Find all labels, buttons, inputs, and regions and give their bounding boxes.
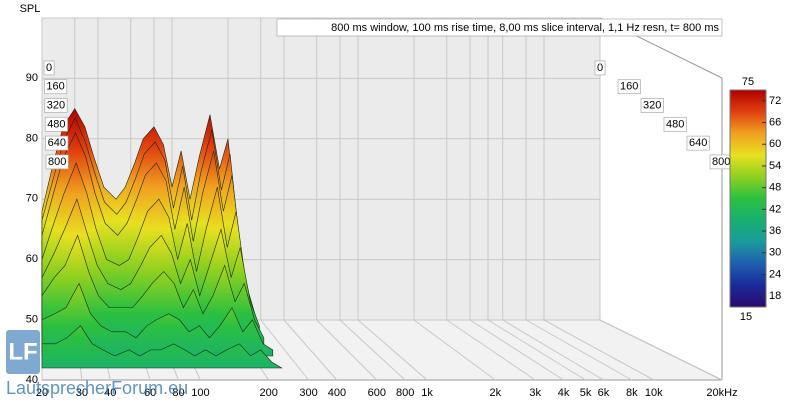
x-tick-label: 4k [558,387,570,399]
x-tick-label: 5k [580,387,592,399]
floor-grid-line [316,319,378,381]
waterfall-slice [41,325,283,369]
y-tick-label: 50 [26,314,38,326]
slice-label: 480 [47,118,65,130]
watermark-logo-box [6,330,40,374]
x-tick-label: 3k [529,387,541,399]
floor-grid-line [469,319,564,381]
x-tick-label: 60 [144,387,156,399]
colorbar-tick-label: 42 [769,203,781,215]
colorbar [729,89,767,308]
colorbar-min-label: 15 [740,311,752,323]
slice-label: 320 [643,100,661,112]
x-tick-label: 400 [328,387,346,399]
slice-label: 480 [666,118,684,130]
chart-title: 800 ms window, 100 ms rise time, 8,00 ms… [331,22,719,34]
slice-label: 0 [597,62,603,74]
x-tick-label: 600 [368,387,386,399]
x-tick-label: 20 [36,387,48,399]
slice-label: 320 [47,100,65,112]
colorbar-tick-label: 60 [769,138,781,150]
colorbar-tick-label: 54 [769,160,781,172]
x-tick-label: 2k [490,387,502,399]
floor-grid-line [543,319,655,381]
colorbar-tick-label: 18 [769,290,781,302]
slice-label: 160 [46,81,64,93]
x-tick-label: 6k [598,387,610,399]
slice-label-box [663,116,687,132]
x-tick-label: 80 [172,387,184,399]
floor-grid-line [487,319,586,381]
floor-grid-line [525,319,633,381]
slice-label: 800 [48,156,66,168]
y-tick-label: 80 [26,132,38,144]
slice-label-box [43,60,55,76]
slice-label: 640 [689,137,707,149]
x-tick-label: 10k [645,387,663,399]
colorbar-tick-label: 30 [769,247,781,259]
slice-label-box [44,116,68,132]
colorbar-tick-label: 66 [769,116,781,128]
slice-label-box [44,79,68,95]
floor-grid-line [502,319,604,381]
slice-label-box [594,60,606,76]
slice-label-box [617,79,641,95]
floor-grid-line [599,319,723,381]
waterfall-slice [41,234,265,345]
x-tick-label: 100 [191,387,209,399]
watermark-logo: LF [8,338,37,365]
x-tick-label: 800 [396,387,414,399]
y-tick-label: 70 [26,193,38,205]
colorbar-tick-label: 36 [769,225,781,237]
y-tick-label: 60 [26,253,38,265]
colorbar-max-label: 75 [742,76,754,88]
colorbar-tick-label: 48 [769,182,781,194]
slice-label: 0 [46,62,52,74]
slice-label-box [45,154,69,170]
floor-grid-line [283,319,338,381]
x-tick-label: 20kHz [706,387,737,399]
y-tick-label: 40 [26,374,38,386]
colorbar-tick-label: 72 [769,95,781,107]
floor-grid-line [446,319,536,381]
floor-grid-line [413,319,496,381]
watermark-text: LautsprecherForum.eu [6,378,188,398]
x-tick-label: 8k [626,387,638,399]
x-tick-label: 300 [299,387,317,399]
waterfall-slice [41,282,274,357]
slice-label-box [640,98,664,113]
slice-label: 160 [620,81,638,93]
x-tick-label: 40 [104,387,116,399]
x-tick-label: 1k [421,387,433,399]
colorbar-tick-label: 24 [769,268,781,280]
y-axis-label: SPL [20,3,41,15]
slice-label: 640 [48,137,66,149]
slice-label-box [44,98,68,113]
floor-grid-line [339,319,406,381]
x-tick-label: 30 [76,387,88,399]
floor-grid-line [260,319,309,381]
x-tick-label: 200 [259,387,277,399]
floor-grid-line [357,319,428,381]
slice-label-box [686,135,710,151]
slice-label: 800 [712,156,730,168]
title-box [276,18,723,37]
y-tick-label: 90 [26,72,38,84]
slice-label-box [45,135,69,151]
